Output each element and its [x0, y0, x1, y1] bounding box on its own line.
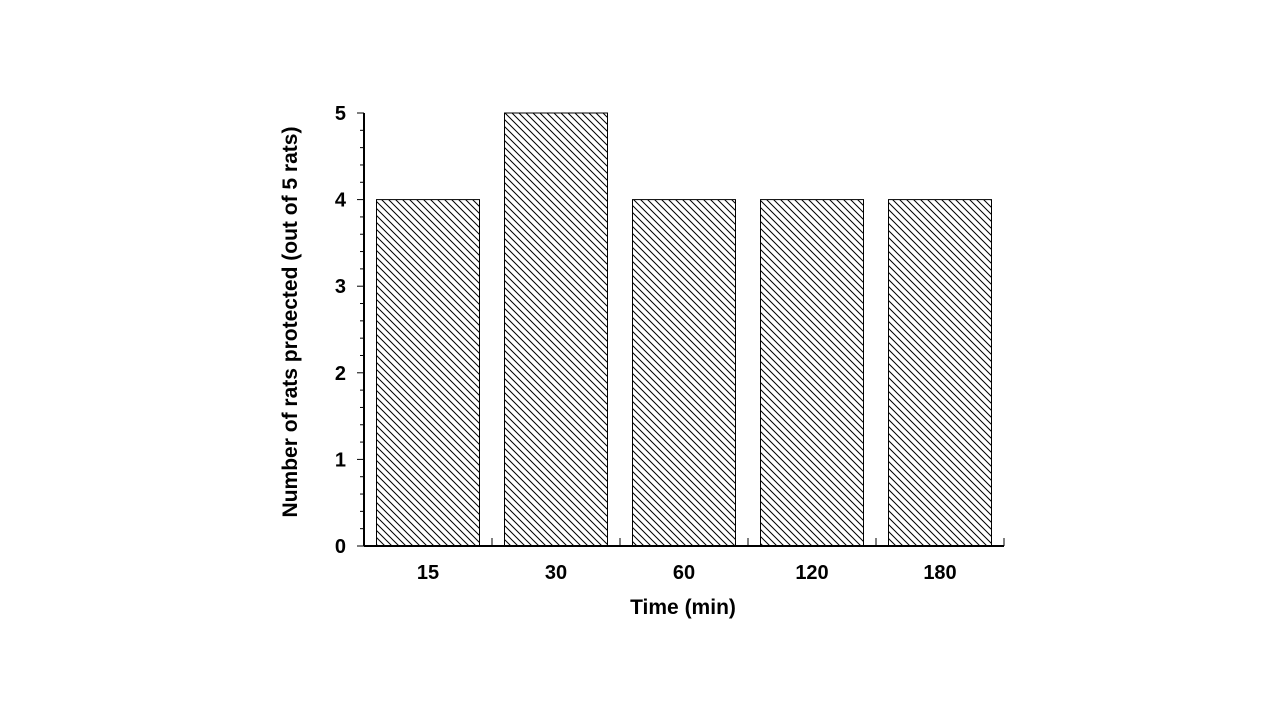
bar-30	[504, 112, 608, 547]
bar-180	[888, 199, 992, 547]
bar-15	[376, 199, 480, 547]
y-tick-label: 4	[335, 190, 347, 212]
bar-60	[632, 199, 736, 547]
x-axis-title: Time (min)	[630, 596, 736, 619]
y-tick-label: 5	[335, 103, 346, 125]
x-tick-label: 60	[673, 562, 695, 584]
y-tick-label: 2	[335, 363, 346, 385]
bar-120	[760, 199, 864, 547]
y-tick-label: 3	[335, 276, 346, 298]
bars-group	[376, 112, 992, 547]
x-tick-label: 30	[545, 562, 567, 584]
y-tick-label: 0	[335, 536, 346, 558]
x-tick-label: 180	[923, 562, 956, 584]
y-tick-label: 1	[335, 449, 346, 471]
y-axis: 0 1 2 3 4 5	[335, 103, 365, 558]
y-axis-title: Number of rats protected (out of 5 rats)	[279, 127, 302, 518]
x-tick-label: 120	[795, 562, 828, 584]
x-axis: 15 30 60 120 180	[363, 538, 1005, 584]
x-tick-label: 15	[417, 562, 439, 584]
